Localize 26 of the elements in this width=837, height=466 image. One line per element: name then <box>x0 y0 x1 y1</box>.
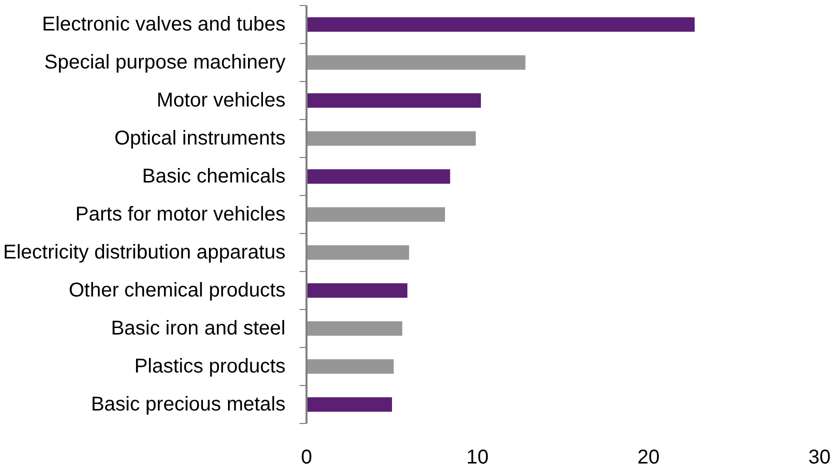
bar <box>306 169 450 184</box>
bar <box>306 55 526 70</box>
bar <box>306 17 695 32</box>
y-tick-label: Plastics products <box>134 356 286 378</box>
bar <box>306 283 408 298</box>
bar <box>306 207 446 222</box>
x-tick-label: 30 <box>808 446 831 466</box>
x-tick-label: 0 <box>300 446 312 466</box>
y-tick-label: Electricity distribution apparatus <box>3 242 286 264</box>
bar <box>306 321 402 336</box>
y-tick-label: Basic iron and steel <box>110 318 286 340</box>
y-tick-label: Other chemical products <box>68 280 286 302</box>
bar <box>306 397 392 412</box>
x-tick-label: 20 <box>637 446 660 466</box>
y-tick-label: Basic chemicals <box>142 166 286 188</box>
bar <box>306 359 394 374</box>
y-tick-label: Basic precious metals <box>90 394 286 416</box>
y-tick-label: Electronic valves and tubes <box>42 14 286 36</box>
y-tick-label: Optical instruments <box>114 128 286 150</box>
y-tick-label: Special purpose machinery <box>44 52 286 74</box>
bar <box>306 245 410 260</box>
y-tick-label: Parts for motor vehicles <box>75 204 286 226</box>
bar <box>306 93 481 108</box>
x-tick-label: 10 <box>466 446 489 466</box>
y-tick-label: Motor vehicles <box>156 90 286 112</box>
bar <box>306 131 476 146</box>
